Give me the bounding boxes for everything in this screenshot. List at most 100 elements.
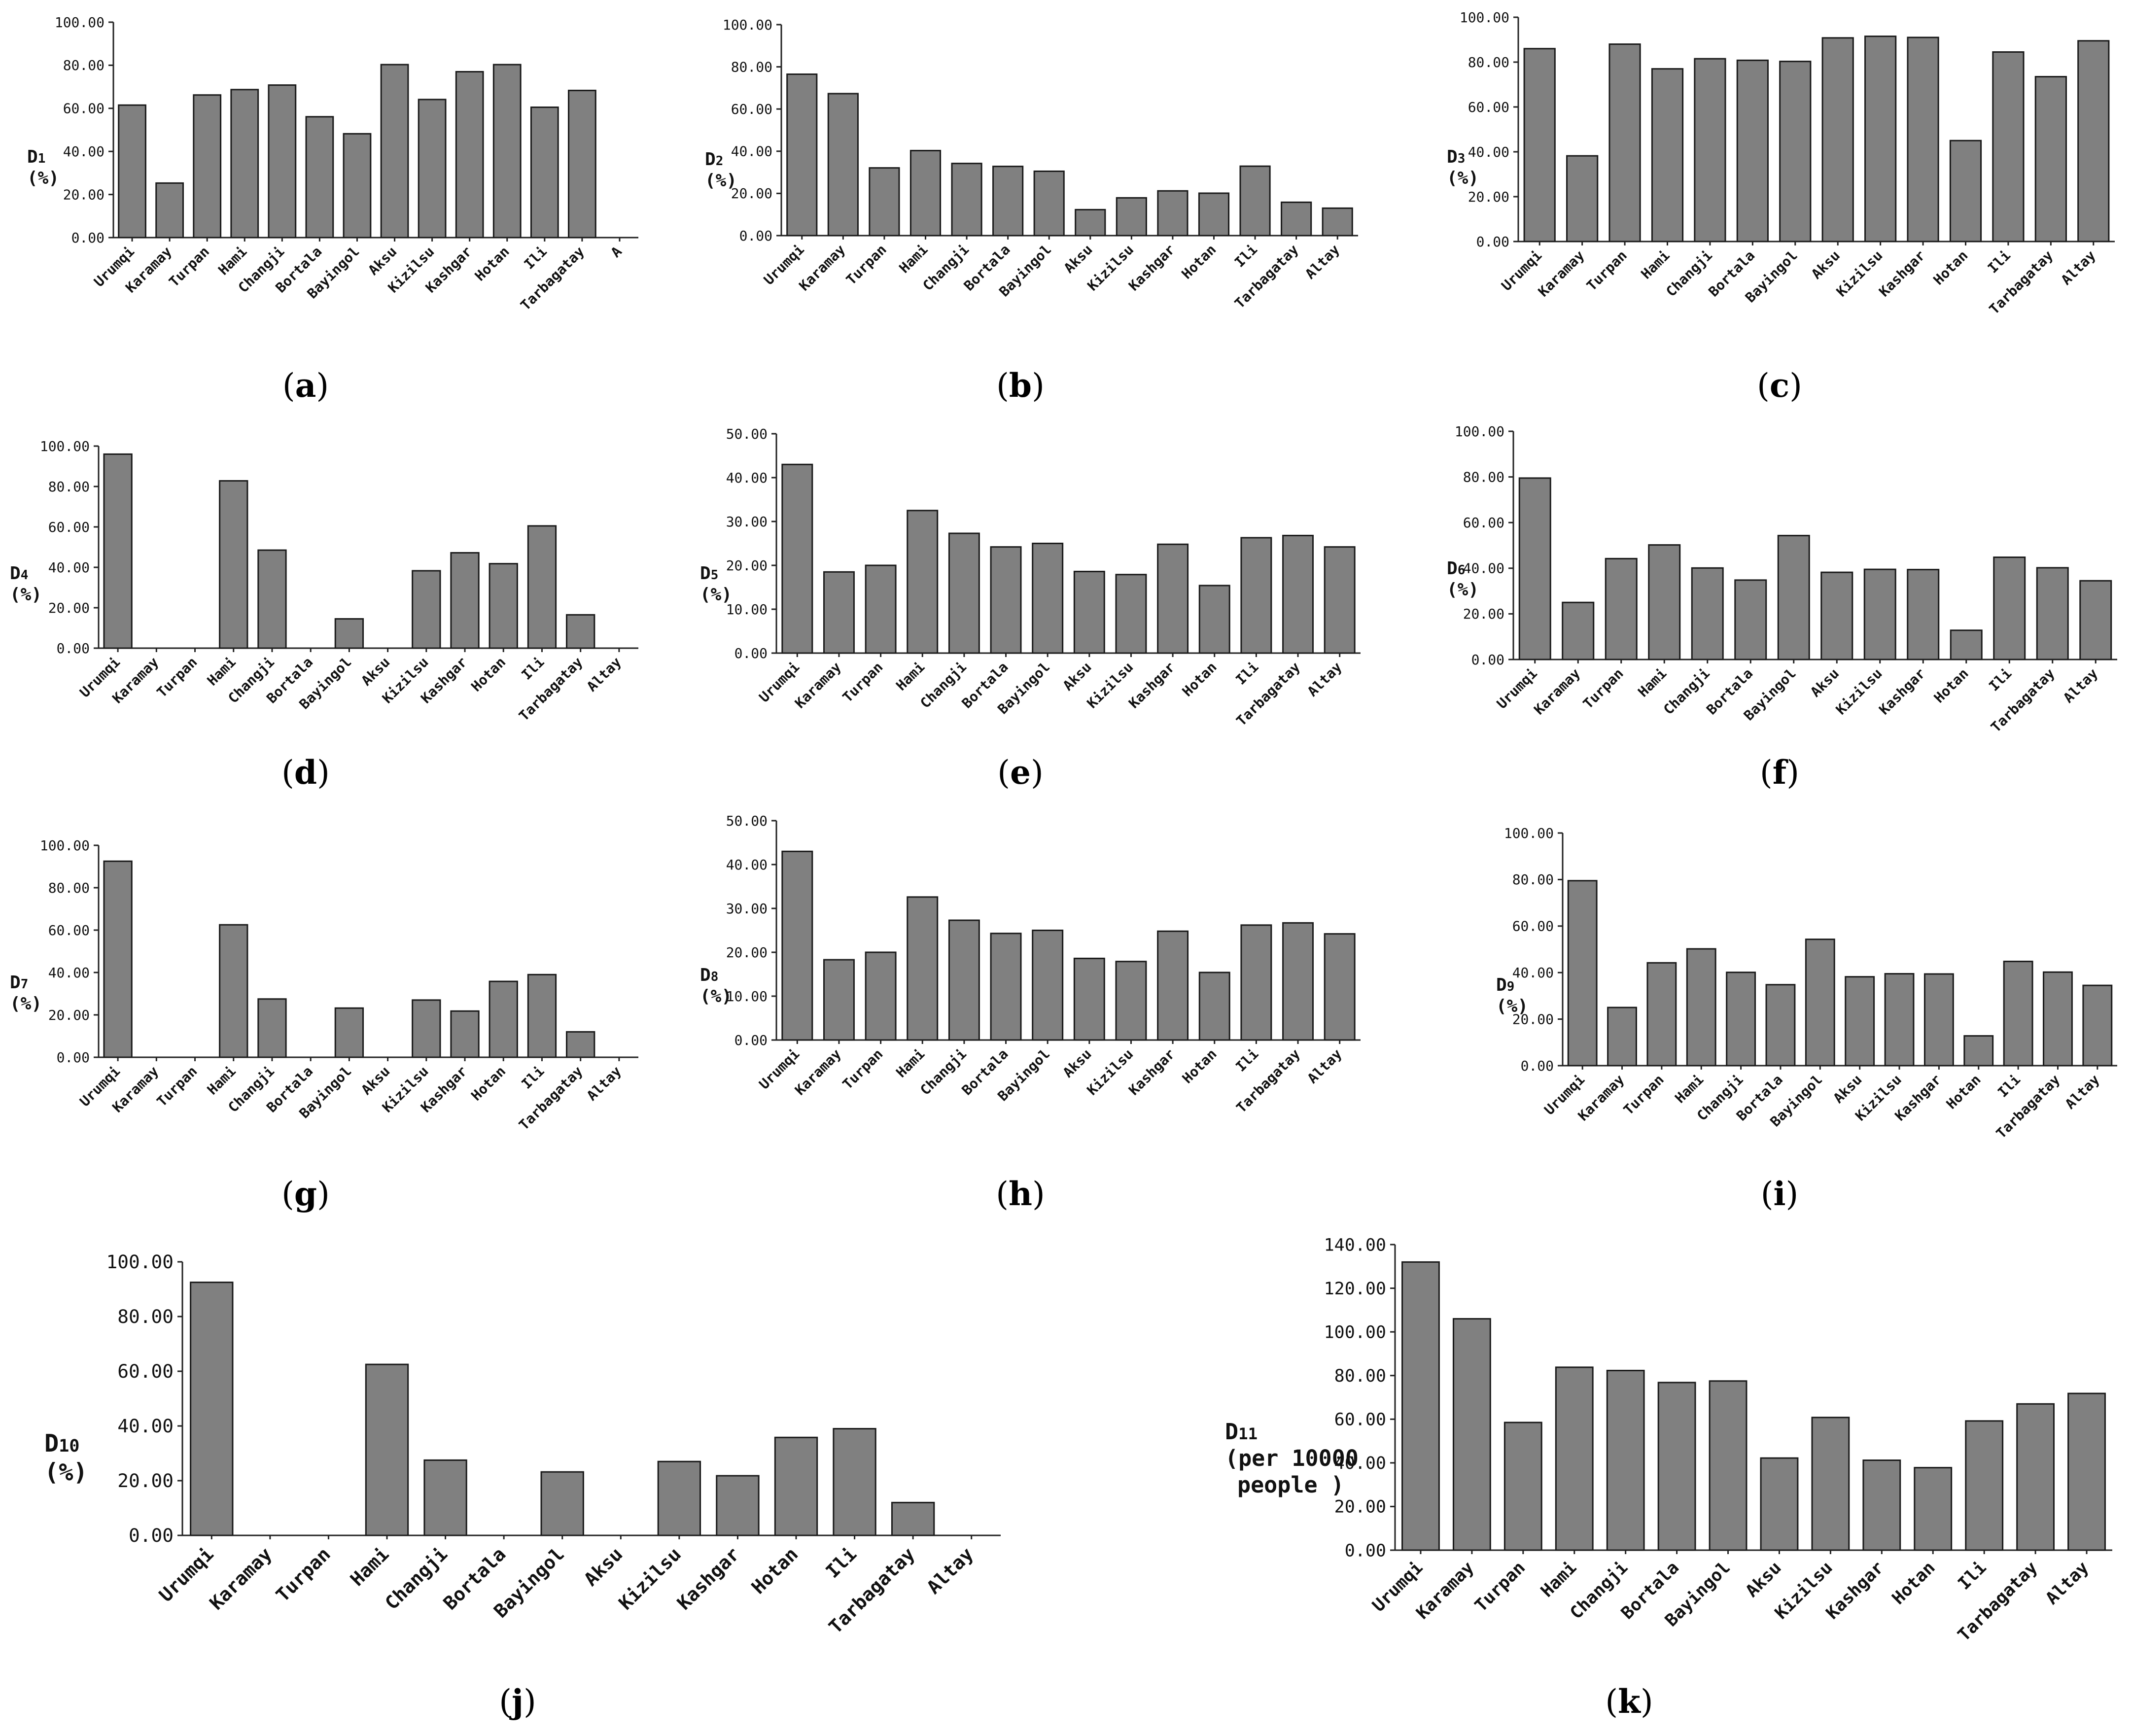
chart-panel-h: 0.0010.0020.0030.0040.0050.00UrumqiKaram…: [700, 813, 1361, 1213]
panel-label-close: ): [1032, 367, 1045, 405]
chart-panel-i: 0.0020.0040.0060.0080.00100.00UrumqiKara…: [1496, 825, 2117, 1213]
category-label-altay: Altay: [2042, 1558, 2093, 1609]
bar-changji: [268, 84, 297, 239]
bar-aksu: [1845, 976, 1875, 1067]
category-label-changji: Changji: [1660, 665, 1713, 718]
bar-bayingol: [1032, 930, 1064, 1041]
y-axis-label: D7: [10, 972, 28, 993]
y-axis-label-main: D: [1447, 147, 1458, 167]
panel-label-close: ): [1786, 1175, 1799, 1213]
bar-bayingol: [1032, 543, 1064, 654]
category-label-hami: Hami: [1537, 1558, 1580, 1601]
category-label-altay: Altay: [2062, 1072, 2103, 1112]
bar-aksu: [380, 64, 409, 239]
y-axis-label: D3: [1447, 147, 1465, 167]
y-tick-label: 80.00: [1512, 871, 1554, 888]
y-tick-label: 60.00: [1334, 1410, 1386, 1430]
bar-tarbagatay: [566, 614, 595, 649]
panel-label-open: (: [996, 367, 1009, 405]
bar-altay: [2079, 580, 2112, 660]
y-axis-label: D8: [700, 965, 718, 985]
y-axis-label-main: D: [10, 563, 21, 584]
bar-kashgar: [1923, 973, 1954, 1067]
y-tick-label: 0.00: [129, 1525, 174, 1546]
bar-hami: [219, 924, 248, 1058]
chart-panel-c: 0.0020.0040.0060.0080.00100.00UrumqiKara…: [1447, 9, 2115, 405]
category-label-turpan: Turpan: [1471, 1558, 1529, 1616]
bar-tarbagatay: [2016, 1403, 2055, 1551]
category-label-aksu: Aksu: [1808, 247, 1843, 282]
y-tick-label: 50.00: [726, 426, 768, 442]
y-tick-label: 80.00: [1463, 469, 1504, 485]
bar-kizilsu: [1884, 973, 1915, 1067]
bar-karamay: [823, 959, 855, 1041]
bar-tarbagatay: [2043, 971, 2073, 1067]
y-axis-label: D4: [10, 563, 28, 584]
bar-ili: [527, 973, 557, 1058]
bar-changji: [1726, 972, 1756, 1067]
bar-changji: [257, 549, 287, 649]
category-label-hami: Hami: [1635, 665, 1670, 700]
panel-label-letter: e: [1010, 753, 1031, 792]
y-axis-label-sub: 10: [59, 1436, 79, 1456]
panel-label: (c): [1757, 366, 1802, 405]
category-label-aksu: Aksu: [1742, 1558, 1785, 1601]
bar-ili: [833, 1428, 876, 1536]
y-tick-label: 0.00: [1476, 234, 1509, 250]
y-tick-label: 60.00: [1468, 99, 1509, 115]
category-label-turpan: Turpan: [1580, 665, 1627, 712]
y-tick-label: 20.00: [1468, 189, 1509, 205]
category-label-turpan: Turpan: [839, 1046, 886, 1093]
y-tick-label: 40.00: [726, 470, 768, 486]
y-axis-label-sub: 2: [716, 154, 724, 169]
category-label-hotan: Hotan: [472, 243, 513, 284]
y-tick-label: 60.00: [1512, 918, 1554, 935]
y-axis-unit: (%): [700, 585, 732, 605]
category-label-ili: Ili: [1955, 1558, 1991, 1594]
bar-urumqi: [190, 1282, 234, 1536]
y-axis-label-sub: 5: [711, 568, 719, 583]
bar-aksu: [1820, 571, 1853, 660]
panel-label-letter: b: [1009, 366, 1032, 405]
category-label-turpan: Turpan: [839, 659, 886, 706]
bar-hami: [1686, 948, 1716, 1067]
y-tick-label: 100.00: [1455, 423, 1504, 440]
y-tick-label: 60.00: [63, 101, 105, 117]
category-label-ili: Ili: [1994, 1072, 2024, 1101]
bar-karamay: [1566, 155, 1599, 243]
y-tick-label: 80.00: [1468, 54, 1509, 70]
category-label-karamay: Karamay: [205, 1543, 276, 1614]
panel-label-letter: k: [1618, 1682, 1641, 1721]
y-tick-label: 40.00: [731, 143, 772, 160]
category-label-ili: Ili: [1231, 242, 1260, 271]
y-tick-label: 0.00: [739, 228, 772, 244]
y-tick-label: 40.00: [1334, 1454, 1386, 1473]
y-tick-label: 20.00: [1463, 606, 1504, 622]
bar-bortala: [1734, 579, 1767, 660]
y-tick-label: 80.00: [117, 1306, 174, 1327]
chart-panel-k: 0.00 20.00 40.00 60.00 80.00 100.00 120.00 140.…: [1225, 1235, 2112, 1721]
panel-label: (b): [996, 366, 1045, 405]
bar-karamay: [1562, 601, 1595, 660]
y-axis-label: D9: [1496, 975, 1514, 995]
y-axis-label-main: D: [705, 149, 716, 170]
y-tick-label: 10.00: [726, 601, 768, 618]
category-label-turpan: Turpan: [154, 1063, 201, 1110]
bar-turpan: [865, 564, 897, 654]
bar-urumqi: [781, 850, 813, 1041]
panel-label-letter: i: [1773, 1175, 1785, 1213]
category-label-turpan: Turpan: [166, 243, 212, 290]
panel-label: (i): [1761, 1175, 1799, 1213]
bar-urumqi: [1518, 477, 1551, 660]
category-label-altay: Altay: [584, 654, 625, 695]
panel-label: (k): [1605, 1682, 1653, 1721]
bar-ili: [527, 525, 557, 649]
y-tick-label: 100.00: [40, 438, 90, 454]
bar-changji: [423, 1459, 467, 1536]
bar-turpan: [1503, 1422, 1542, 1551]
y-axis-unit: (%): [44, 1458, 88, 1486]
bar-bayingol: [334, 618, 364, 649]
panel-label-close: ): [1032, 1175, 1045, 1213]
panel-label-open: (: [1761, 1175, 1774, 1213]
bar-karamay: [155, 182, 184, 239]
